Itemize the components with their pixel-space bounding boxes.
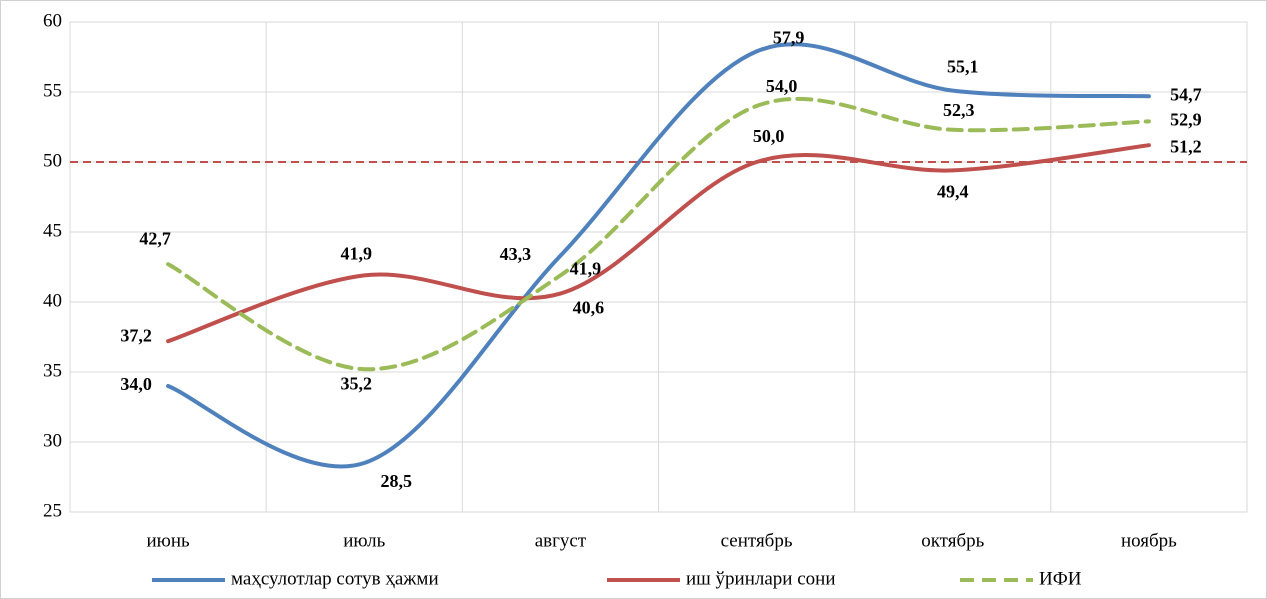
data-label: 37,2 <box>120 325 152 345</box>
legend-label: иш ўринлари сони <box>686 568 836 589</box>
data-label: 54,0 <box>766 76 798 96</box>
data-label: 41,9 <box>341 244 373 264</box>
data-label: 52,3 <box>943 100 975 120</box>
x-tick-label: ноябрь <box>1121 530 1177 551</box>
data-label: 51,2 <box>1170 136 1202 156</box>
data-label: 34,0 <box>120 374 152 394</box>
data-label: 28,5 <box>381 471 413 491</box>
data-label: 54,7 <box>1170 84 1202 104</box>
data-label: 55,1 <box>947 57 979 77</box>
y-tick-label: 35 <box>43 360 62 381</box>
data-label: 41,9 <box>570 259 602 279</box>
x-tick-label: июль <box>343 530 385 551</box>
data-label: 35,2 <box>341 373 373 393</box>
legend-label: маҳсулотлар сотув ҳажми <box>231 568 439 589</box>
legend-label: ИФИ <box>1039 568 1082 589</box>
data-label: 50,0 <box>753 126 785 146</box>
data-label: 43,3 <box>500 244 532 264</box>
y-tick-label: 45 <box>43 220 62 241</box>
series-line <box>166 42 1151 469</box>
data-label: 40,6 <box>573 298 605 318</box>
x-tick-label: сентябрь <box>721 530 793 551</box>
data-label: 49,4 <box>937 182 969 202</box>
series-line <box>166 143 1151 344</box>
x-tick-label: октябрь <box>921 530 984 551</box>
y-tick-label: 50 <box>43 150 62 171</box>
data-label: 57,9 <box>773 28 805 48</box>
y-tick-label: 60 <box>43 10 62 31</box>
data-label: 42,7 <box>139 228 171 248</box>
series-line <box>166 96 1151 372</box>
y-tick-label: 55 <box>43 80 62 101</box>
x-tick-label: август <box>535 530 587 551</box>
y-tick-label: 25 <box>43 500 62 521</box>
data-label: 52,9 <box>1170 110 1202 130</box>
y-tick-label: 40 <box>43 290 62 311</box>
y-tick-label: 30 <box>43 430 62 451</box>
x-tick-label: июнь <box>146 530 190 551</box>
